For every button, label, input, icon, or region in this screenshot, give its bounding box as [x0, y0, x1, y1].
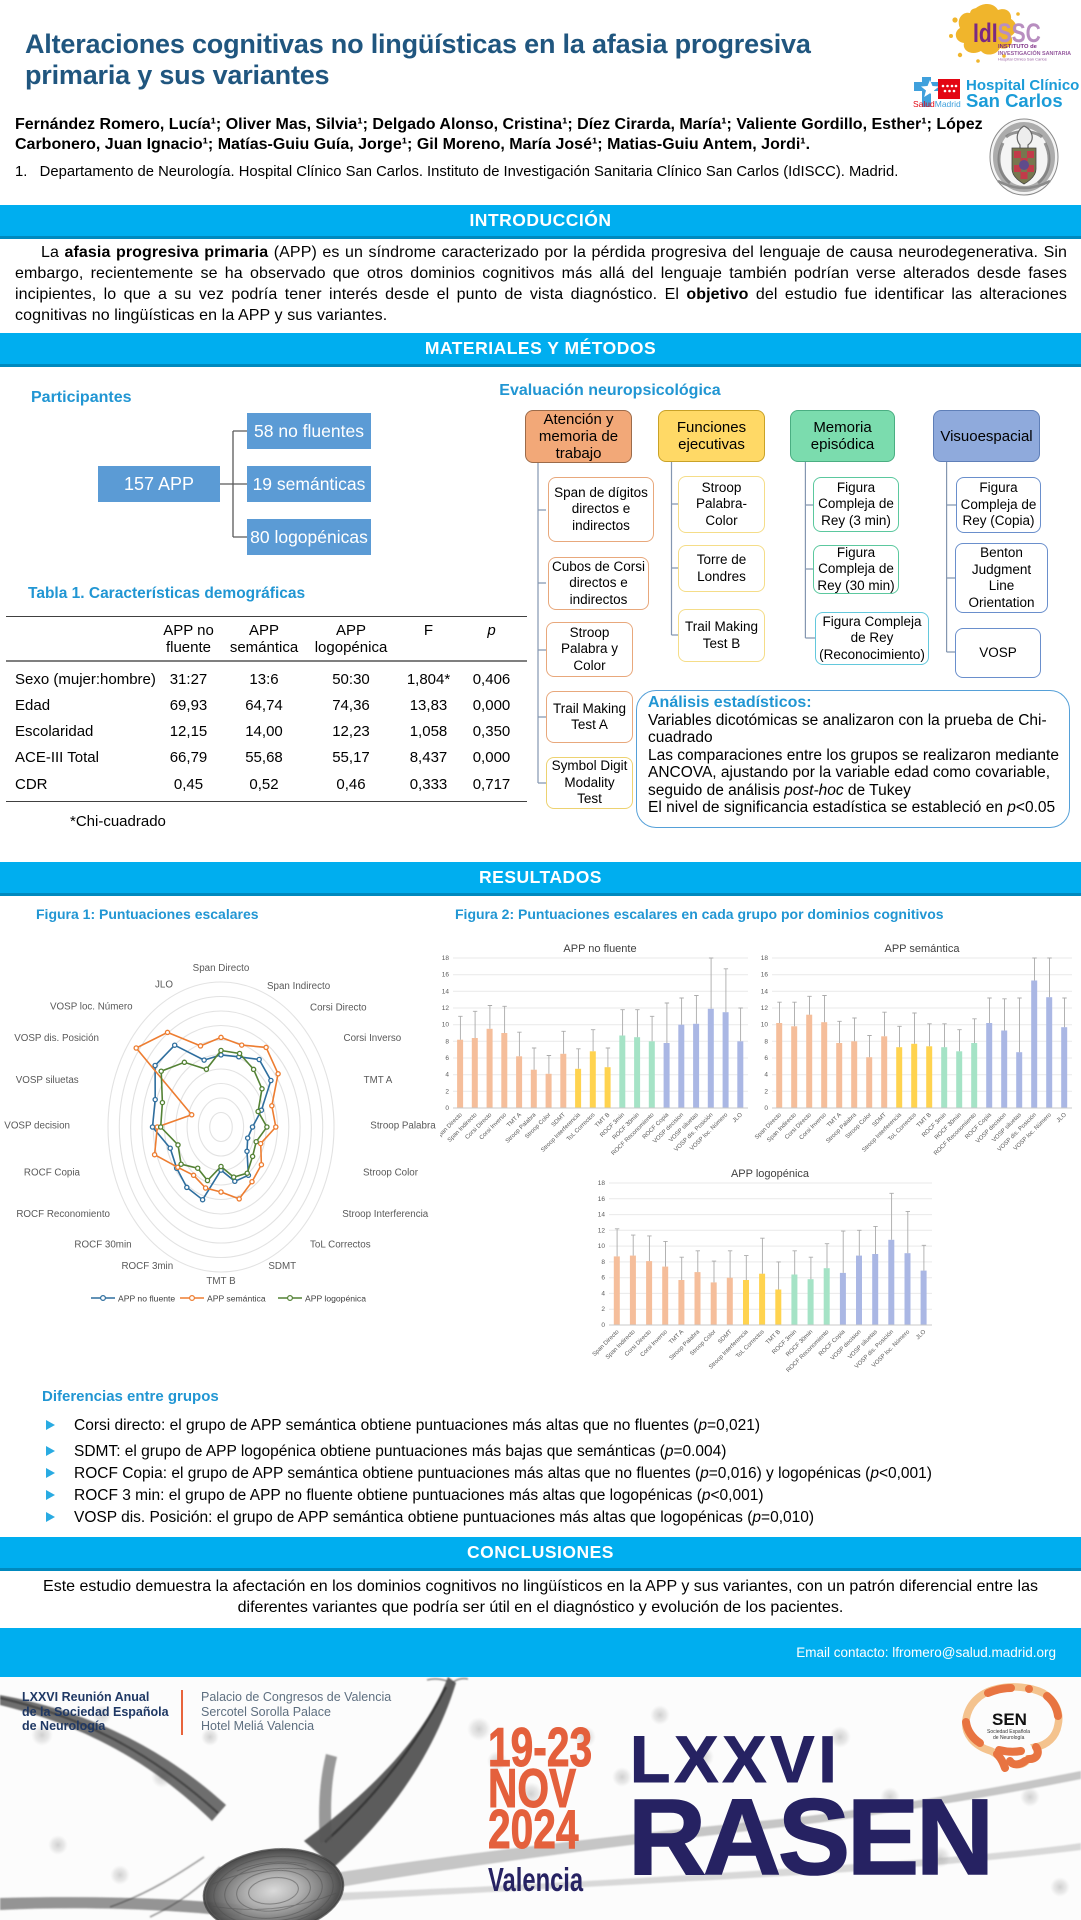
svg-text:16: 16	[761, 972, 769, 979]
svg-text:6: 6	[601, 1275, 605, 1282]
svg-text:0: 0	[764, 1105, 768, 1112]
svg-text:SEN: SEN	[992, 1710, 1027, 1729]
svg-text:12: 12	[442, 1005, 450, 1012]
svg-text:Hospital Clínico: Hospital Clínico	[966, 77, 1079, 94]
svg-text:APP semántica: APP semántica	[207, 1294, 266, 1304]
svg-text:Stroop Interferencia: Stroop Interferencia	[342, 1209, 429, 1220]
svg-text:2: 2	[445, 1088, 449, 1095]
svg-text:ROCF 3min: ROCF 3min	[121, 1261, 173, 1272]
svg-text:APP logopénica: APP logopénica	[305, 1294, 366, 1304]
svg-text:0: 0	[445, 1105, 449, 1112]
svg-text:16: 16	[442, 972, 450, 979]
svg-text:12: 12	[598, 1227, 606, 1234]
svg-text:Corsi Inverso: Corsi Inverso	[344, 1033, 402, 1044]
svg-text:6: 6	[445, 1055, 449, 1062]
svg-text:JLO: JLO	[732, 1112, 744, 1124]
svg-text:10: 10	[442, 1022, 450, 1029]
svg-text:8: 8	[764, 1038, 768, 1045]
svg-text:12: 12	[761, 1005, 769, 1012]
svg-text:ROCF 30min: ROCF 30min	[74, 1240, 131, 1251]
svg-text:Stroop Palabra: Stroop Palabra	[370, 1120, 436, 1131]
svg-text:Span Directo: Span Directo	[193, 963, 250, 974]
svg-text:18: 18	[598, 1180, 606, 1187]
svg-text:SaludMadrid: SaludMadrid	[913, 99, 961, 109]
svg-text:8: 8	[601, 1259, 605, 1266]
svg-text:4: 4	[445, 1072, 449, 1079]
svg-text:Hospital Clínico San Carlos: Hospital Clínico San Carlos	[998, 57, 1047, 62]
svg-text:JLO: JLO	[915, 1329, 927, 1341]
svg-text:San Carlos: San Carlos	[966, 90, 1063, 111]
svg-text:14: 14	[442, 988, 450, 995]
svg-text:14: 14	[598, 1212, 606, 1219]
svg-text:10: 10	[598, 1243, 606, 1250]
svg-text:APP semántica: APP semántica	[884, 943, 960, 955]
svg-text:JLO: JLO	[1056, 1112, 1068, 1124]
svg-text:2: 2	[601, 1306, 605, 1313]
svg-text:Corsi Inverso: Corsi Inverso	[799, 1112, 829, 1142]
svg-text:VOSP dis. Posición: VOSP dis. Posición	[14, 1033, 99, 1044]
svg-text:SDMT: SDMT	[268, 1261, 296, 1272]
svg-text:Sociedad Española: Sociedad Española	[987, 1729, 1030, 1735]
svg-text:Corsi Directo: Corsi Directo	[310, 1002, 367, 1013]
svg-text:ToL Correctos: ToL Correctos	[887, 1112, 917, 1142]
svg-text:18: 18	[761, 955, 769, 962]
svg-text:10: 10	[761, 1022, 769, 1029]
svg-text:APP logopénica: APP logopénica	[731, 1168, 810, 1180]
svg-text:6: 6	[764, 1055, 768, 1062]
svg-text:TMT A: TMT A	[364, 1075, 393, 1086]
svg-text:VOSP loc. Número: VOSP loc. Número	[50, 1002, 133, 1013]
svg-text:de Neurología: de Neurología	[993, 1735, 1025, 1741]
svg-text:ToL Correctos: ToL Correctos	[310, 1240, 371, 1251]
svg-text:Corsi Inverso: Corsi Inverso	[479, 1112, 509, 1142]
svg-text:18: 18	[442, 955, 450, 962]
svg-text:4: 4	[601, 1290, 605, 1297]
svg-text:APP no fluente: APP no fluente	[563, 943, 636, 955]
svg-text:8: 8	[445, 1038, 449, 1045]
svg-text:JLO: JLO	[155, 980, 173, 991]
svg-text:ROCF Reconomiento: ROCF Reconomiento	[16, 1209, 110, 1220]
svg-text:2: 2	[764, 1088, 768, 1095]
svg-text:VOSP decision: VOSP decision	[4, 1120, 70, 1131]
svg-text:APP no fluente: APP no fluente	[118, 1294, 175, 1304]
svg-text:VOSP siluetas: VOSP siluetas	[16, 1075, 79, 1086]
svg-text:Stroop Color: Stroop Color	[363, 1167, 419, 1178]
svg-text:INVESTIGACIÓN SANITARIA: INVESTIGACIÓN SANITARIA	[998, 49, 1071, 57]
svg-text:INSTITUTO de: INSTITUTO de	[998, 44, 1038, 50]
svg-text:Span Directo: Span Directo	[592, 1329, 621, 1358]
svg-text:TMT B: TMT B	[206, 1276, 236, 1287]
svg-text:ROCF Copia: ROCF Copia	[24, 1167, 81, 1178]
svg-text:Span Indirecto: Span Indirecto	[267, 981, 331, 992]
svg-text:16: 16	[598, 1196, 606, 1203]
svg-text:14: 14	[761, 988, 769, 995]
svg-text:IdISSC: IdISSC	[973, 19, 1041, 49]
svg-text:0: 0	[601, 1322, 605, 1329]
svg-text:4: 4	[764, 1072, 768, 1079]
